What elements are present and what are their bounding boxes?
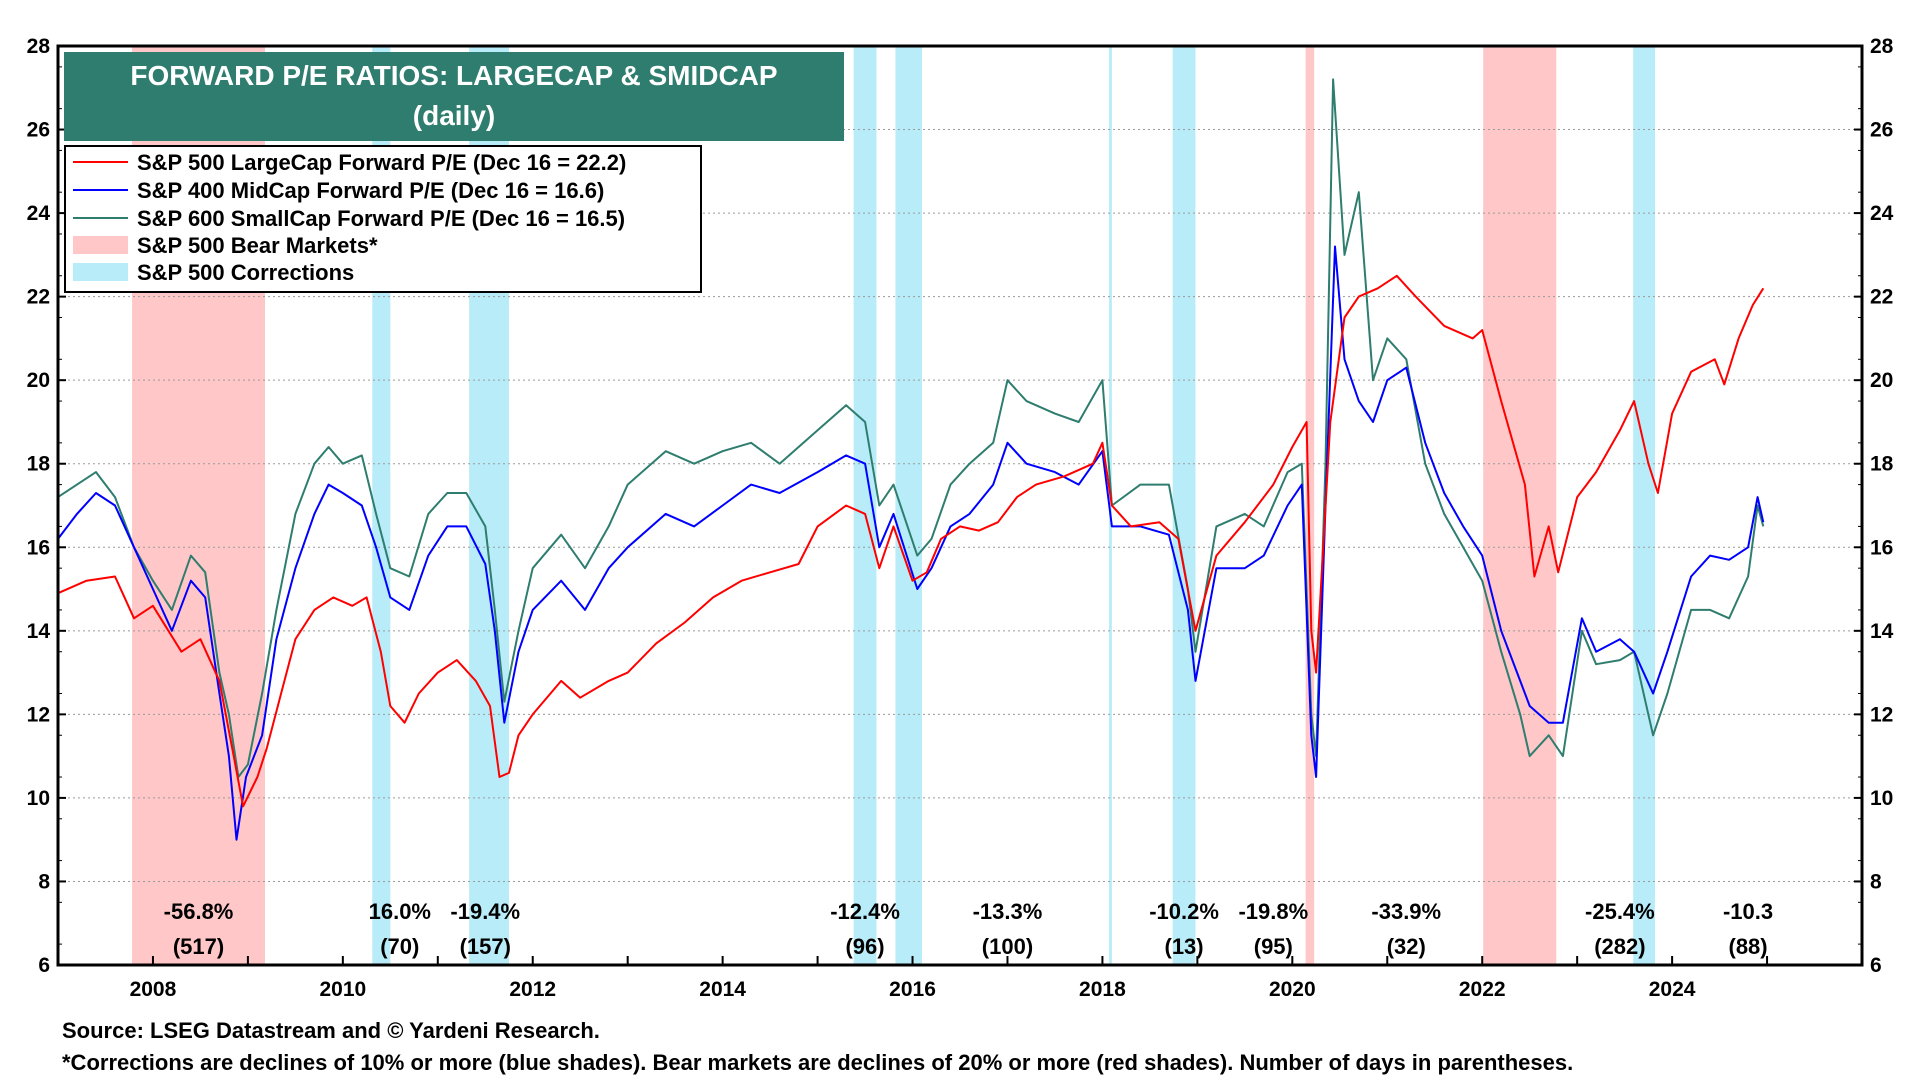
y-tick-label-left-26: 26 (27, 119, 50, 142)
y-tick-label-left-18: 18 (27, 453, 51, 476)
series-line-largecap (57, 274, 1765, 808)
annotation-days-6: (95) (1254, 934, 1293, 959)
correction-shade-2 (853, 46, 877, 965)
y-tick-label-right-28: 28 (1870, 35, 1894, 58)
x-tick-label-2016: 2016 (889, 978, 936, 1001)
y-tick-label-right-24: 24 (1870, 202, 1894, 225)
x-tick-label-2012: 2012 (509, 978, 556, 1001)
annotation-pct-2: -19.4% (450, 899, 520, 924)
chart-subtitle: (daily) (413, 100, 495, 131)
y-tick-label-left-22: 22 (27, 286, 50, 309)
annotation-days-4: (100) (982, 934, 1033, 959)
y-tick-label-left-16: 16 (27, 536, 50, 559)
annotation-days-3: (96) (845, 934, 884, 959)
correction-shade-4 (1109, 46, 1112, 965)
x-tick-label-2008: 2008 (130, 978, 177, 1001)
annotation-pct-8: -25.4% (1585, 899, 1655, 924)
legend-label-smallcap: S&P 600 SmallCap Forward P/E (Dec 16 = 1… (137, 206, 625, 231)
y-tick-label-left-14: 14 (27, 620, 51, 643)
legend: S&P 500 LargeCap Forward P/E (Dec 16 = 2… (64, 145, 702, 293)
y-tick-label-left-10: 10 (27, 787, 50, 810)
correction-shade-6 (1633, 46, 1656, 965)
legend-box (64, 145, 702, 293)
legend-label-corrections: S&P 500 Corrections (137, 260, 354, 285)
y-tick-label-right-22: 22 (1870, 286, 1893, 309)
annotation-days-2: (157) (460, 934, 511, 959)
annotation-days-5: (13) (1165, 934, 1204, 959)
annotation-pct-4: -13.3% (973, 899, 1043, 924)
x-tick-label-2024: 2024 (1649, 978, 1696, 1001)
legend-swatch-bear (73, 236, 128, 254)
y-tick-label-right-14: 14 (1870, 620, 1894, 643)
x-tick-label-2020: 2020 (1269, 978, 1316, 1001)
x-tick-label-2022: 2022 (1459, 978, 1506, 1001)
annotation-pct-0: -56.8% (164, 899, 234, 924)
annotation-pct-1: 16.0% (369, 899, 431, 924)
series-line-smallcap (57, 78, 1765, 778)
x-tick-label-2018: 2018 (1079, 978, 1126, 1001)
y-tick-label-left-8: 8 (38, 870, 50, 893)
annotation-pct-5: -10.2% (1149, 899, 1219, 924)
x-tick-label-2014: 2014 (699, 978, 746, 1001)
y-tick-label-left-6: 6 (38, 954, 50, 977)
annotation-pct-7: -33.9% (1371, 899, 1441, 924)
chart-title-box: FORWARD P/E RATIOS: LARGECAP & SMIDCAP (… (64, 52, 844, 141)
legend-label-largecap: S&P 500 LargeCap Forward P/E (Dec 16 = 2… (137, 150, 626, 175)
y-tick-label-right-10: 10 (1870, 787, 1893, 810)
footnote: *Corrections are declines of 10% or more… (62, 1050, 1574, 1075)
annotation-pct-3: -12.4% (830, 899, 900, 924)
y-tick-label-left-20: 20 (27, 369, 50, 392)
bear-market-shade-1 (1305, 46, 1315, 965)
chart-title: FORWARD P/E RATIOS: LARGECAP & SMIDCAP (130, 60, 777, 91)
x-tick-label-2010: 2010 (319, 978, 366, 1001)
annotation-days-0: (517) (173, 934, 224, 959)
annotation-days-1: (70) (380, 934, 419, 959)
y-tick-label-left-12: 12 (27, 703, 50, 726)
title-background (64, 52, 844, 141)
y-tick-label-right-18: 18 (1870, 453, 1894, 476)
annotations: -56.8% (517) 16.0% (70) -19.4% (157) -12.4% (96… (164, 899, 1773, 959)
source-note: Source: LSEG Datastream and © Yardeni Re… (62, 1018, 600, 1043)
correction-shade-5 (1172, 46, 1196, 965)
y-tick-label-right-6: 6 (1870, 954, 1882, 977)
legend-label-midcap: S&P 400 MidCap Forward P/E (Dec 16 = 16.… (137, 178, 604, 203)
bear-market-shade-2 (1483, 46, 1557, 965)
legend-swatch-corrections (73, 263, 128, 281)
y-tick-label-right-16: 16 (1870, 536, 1893, 559)
y-tick-label-left-28: 28 (27, 35, 51, 58)
y-tick-label-right-8: 8 (1870, 870, 1882, 893)
series-lines (57, 78, 1765, 841)
annotation-days-9: (88) (1729, 934, 1768, 959)
y-tick-label-right-26: 26 (1870, 119, 1893, 142)
series-line-midcap (57, 245, 1765, 841)
annotation-pct-6: -19.8% (1238, 899, 1308, 924)
annotation-days-8: (282) (1594, 934, 1645, 959)
annotation-pct-9: -10.3 (1723, 899, 1773, 924)
plot-frame (56, 44, 1864, 967)
annotation-days-7: (32) (1387, 934, 1426, 959)
correction-shade-3 (895, 46, 923, 965)
y-tick-label-right-12: 12 (1870, 703, 1893, 726)
y-tick-label-right-20: 20 (1870, 369, 1893, 392)
legend-label-bear: S&P 500 Bear Markets* (137, 233, 378, 258)
y-tick-label-left-24: 24 (27, 202, 51, 225)
